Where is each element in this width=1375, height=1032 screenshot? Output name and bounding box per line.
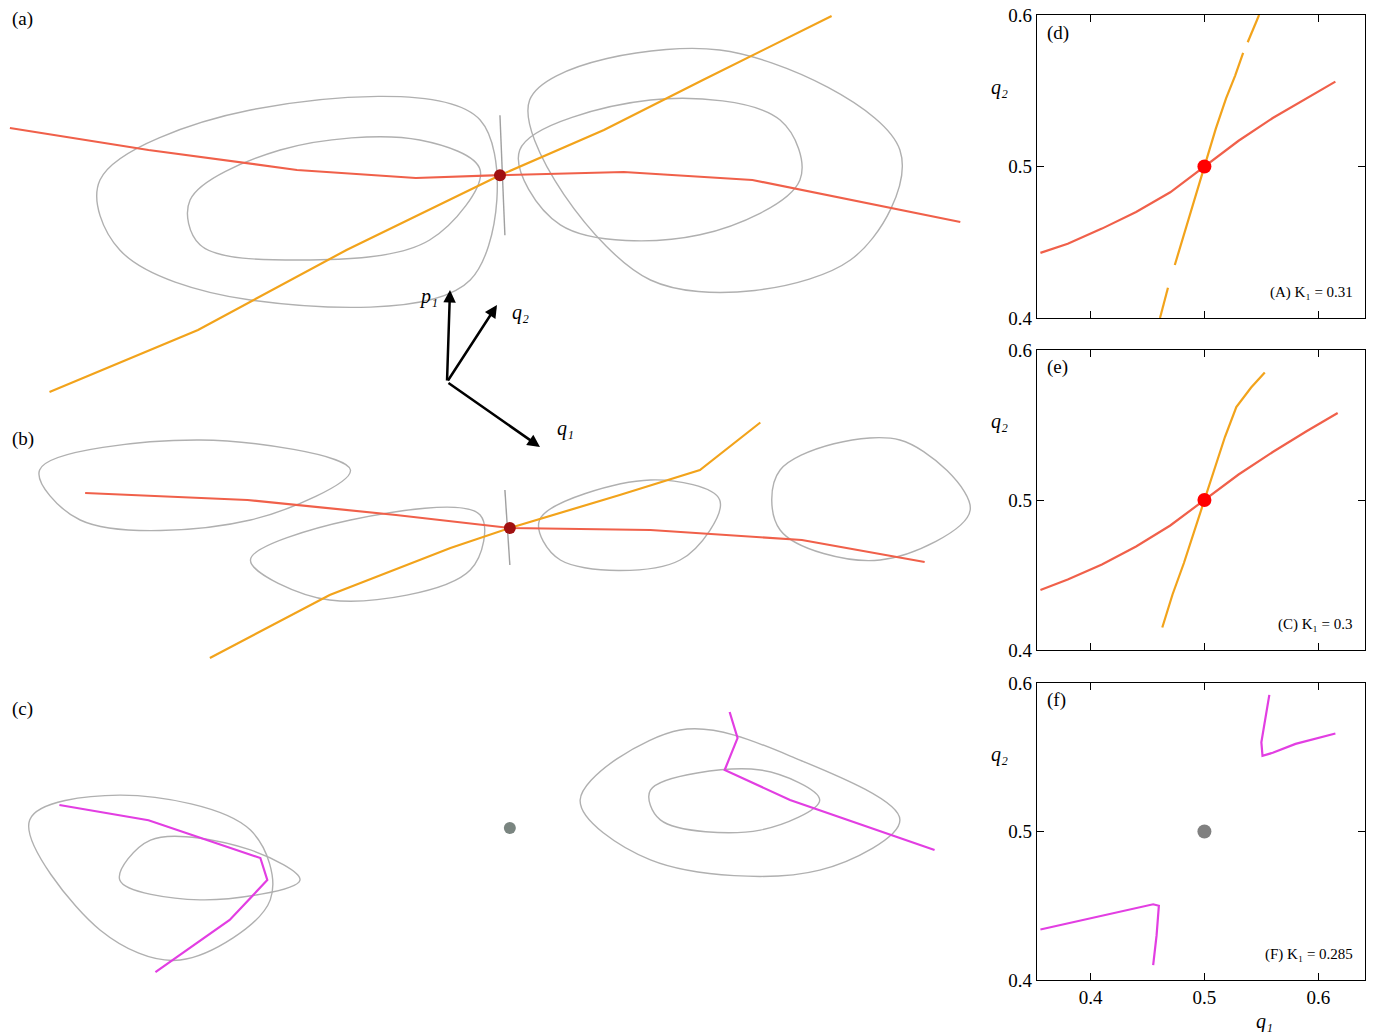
svg-text:0.4: 0.4 — [1008, 640, 1032, 661]
svg-text:q₂: q₂ — [991, 410, 1008, 433]
svg-text:q₂: q₂ — [991, 743, 1008, 766]
svg-text:0.4: 0.4 — [1079, 987, 1103, 1008]
svg-text:q₁: q₁ — [557, 417, 574, 440]
svg-text:(d): (d) — [1047, 22, 1069, 44]
svg-text:(C) K₁ = 0.3: (C) K₁ = 0.3 — [1278, 616, 1353, 633]
svg-text:0.6: 0.6 — [1008, 5, 1032, 26]
svg-text:(e): (e) — [1047, 356, 1068, 378]
svg-text:(c): (c) — [12, 698, 33, 720]
svg-text:(a): (a) — [12, 8, 33, 30]
svg-text:0.5: 0.5 — [1008, 490, 1032, 511]
svg-text:(b): (b) — [12, 428, 34, 450]
svg-text:0.4: 0.4 — [1008, 308, 1032, 329]
svg-text:p₁: p₁ — [419, 285, 438, 308]
svg-text:0.6: 0.6 — [1008, 673, 1032, 694]
svg-text:q₂: q₂ — [512, 301, 529, 324]
svg-text:0.5: 0.5 — [1193, 987, 1217, 1008]
svg-text:q₂: q₂ — [991, 76, 1008, 99]
svg-text:0.5: 0.5 — [1008, 156, 1032, 177]
svg-text:0.5: 0.5 — [1008, 821, 1032, 842]
svg-text:(f): (f) — [1047, 689, 1066, 711]
svg-text:q₁: q₁ — [1256, 1010, 1273, 1032]
svg-text:0.6: 0.6 — [1008, 340, 1032, 361]
svg-text:(F) K₁ = 0.285: (F) K₁ = 0.285 — [1265, 946, 1353, 963]
svg-text:0.4: 0.4 — [1008, 970, 1032, 991]
svg-text:0.6: 0.6 — [1306, 987, 1330, 1008]
svg-text:(A) K₁ = 0.31: (A) K₁ = 0.31 — [1270, 284, 1353, 301]
